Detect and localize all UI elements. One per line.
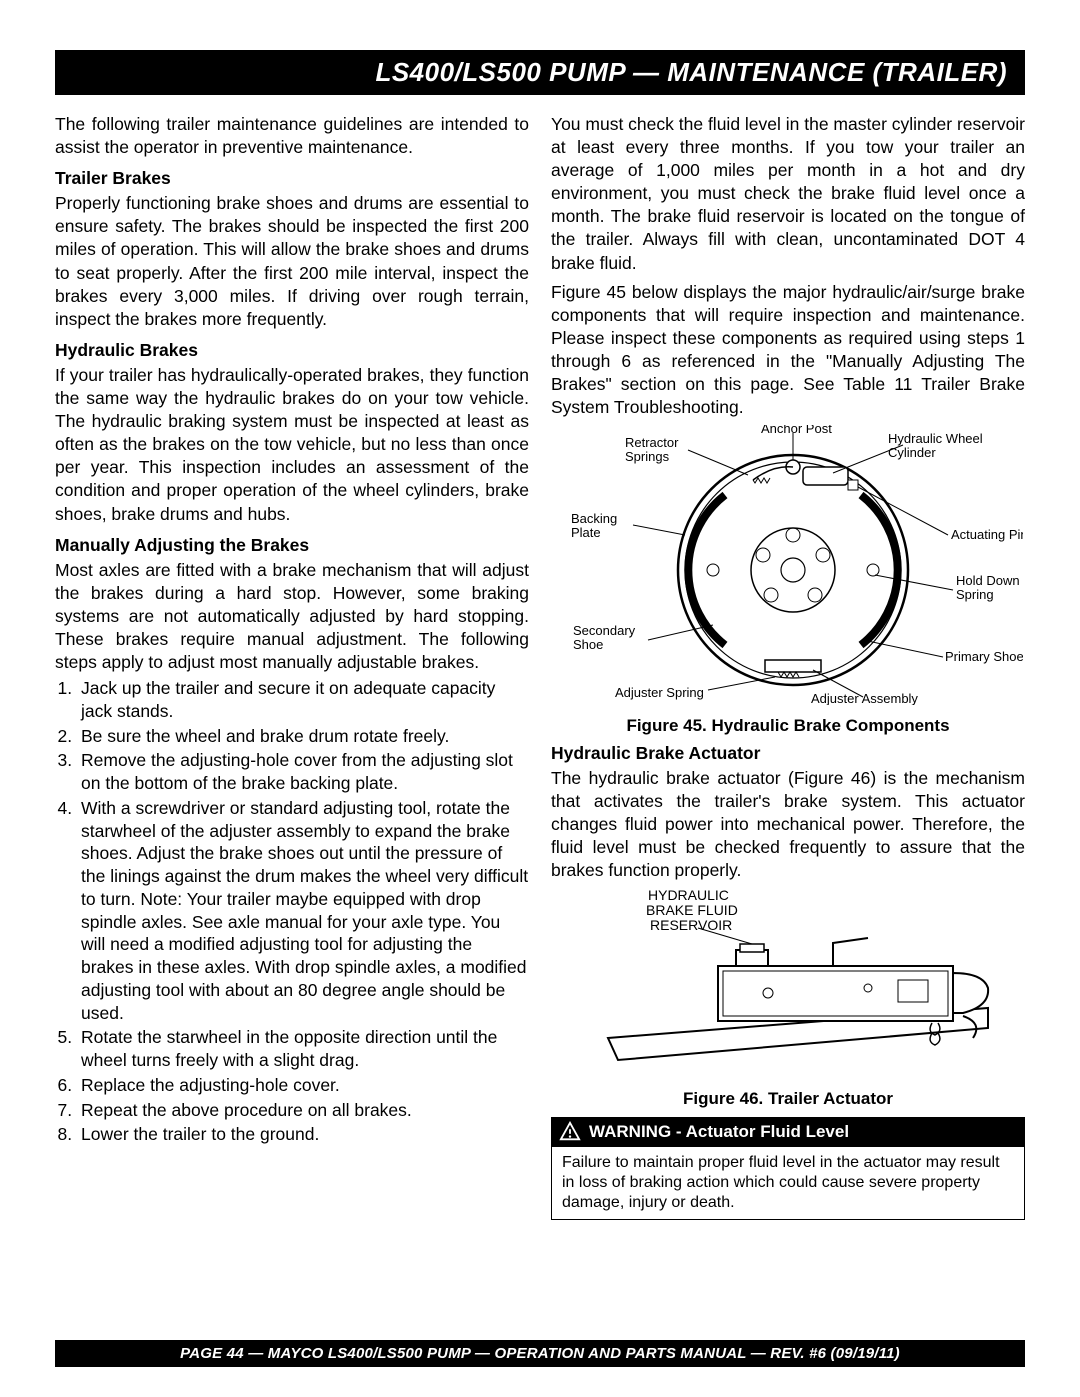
svg-text:Hold DownSpring: Hold DownSpring xyxy=(956,573,1020,602)
hydraulic-brakes-text: If your trailer has hydraulically-operat… xyxy=(55,364,529,526)
svg-text:Anchor Post: Anchor Post xyxy=(761,425,832,436)
fluid-check-text: You must check the fluid level in the ma… xyxy=(551,113,1025,275)
svg-text:Actuating Pin: Actuating Pin xyxy=(951,527,1023,542)
trailer-brakes-text: Properly functioning brake shoes and dru… xyxy=(55,192,529,331)
svg-text:RetractorSprings: RetractorSprings xyxy=(625,435,679,464)
step-item: Jack up the trailer and secure it on ade… xyxy=(77,677,529,723)
figure-45-brake-components: Anchor Post RetractorSprings Hydraulic W… xyxy=(551,425,1025,738)
warning-body: Failure to maintain proper fluid level i… xyxy=(551,1147,1025,1220)
brake-actuator-text: The hydraulic brake actuator (Figure 46)… xyxy=(551,767,1025,882)
step-item: Repeat the above procedure on all brakes… xyxy=(77,1099,529,1122)
heading-hydraulic-brakes: Hydraulic Brakes xyxy=(55,339,529,362)
page-title-bar: LS400/LS500 PUMP — MAINTENANCE (TRAILER) xyxy=(55,50,1025,95)
svg-text:Adjuster Assembly: Adjuster Assembly xyxy=(811,691,918,705)
figure-46-caption: Figure 46. Trailer Actuator xyxy=(551,1088,1025,1110)
svg-text:Adjuster Spring: Adjuster Spring xyxy=(615,685,704,700)
svg-text:BackingPlate: BackingPlate xyxy=(571,511,617,540)
svg-text:Primary Shoe: Primary Shoe xyxy=(945,649,1023,664)
step-item: Replace the adjusting-hole cover. xyxy=(77,1074,529,1097)
figure-45-caption: Figure 45. Hydraulic Brake Components xyxy=(551,715,1025,737)
step-item: Be sure the wheel and brake drum rotate … xyxy=(77,725,529,748)
heading-brake-actuator: Hydraulic Brake Actuator xyxy=(551,742,1025,765)
heading-trailer-brakes: Trailer Brakes xyxy=(55,167,529,190)
adjustment-steps-list: Jack up the trailer and secure it on ade… xyxy=(77,677,529,1146)
warning-title-text: WARNING - Actuator Fluid Level xyxy=(589,1121,849,1143)
manual-adjust-text: Most axles are fitted with a brake mecha… xyxy=(55,559,529,674)
svg-text:Hydraulic WheelCylinder: Hydraulic WheelCylinder xyxy=(888,431,983,460)
intro-paragraph: The following trailer maintenance guidel… xyxy=(55,113,529,159)
step-item: With a screwdriver or standard adjusting… xyxy=(77,797,529,1025)
warning-triangle-icon xyxy=(559,1121,581,1143)
fig45-intro-text: Figure 45 below displays the major hydra… xyxy=(551,281,1025,420)
svg-text:HYDRAULICBRAKE FLUIDRESERVOIR: HYDRAULICBRAKE FLUIDRESERVOIR xyxy=(646,888,738,933)
svg-text:SecondaryShoe: SecondaryShoe xyxy=(573,623,636,652)
step-item: Rotate the starwheel in the opposite dir… xyxy=(77,1026,529,1072)
step-item: Remove the adjusting-hole cover from the… xyxy=(77,749,529,795)
actuator-diagram-svg: HYDRAULICBRAKE FLUIDRESERVOIR xyxy=(568,888,1008,1078)
heading-manual-adjust: Manually Adjusting the Brakes xyxy=(55,534,529,557)
page-footer: PAGE 44 — MAYCO LS400/LS500 PUMP — OPERA… xyxy=(55,1340,1025,1367)
step-item: Lower the trailer to the ground. xyxy=(77,1123,529,1146)
left-column: The following trailer maintenance guidel… xyxy=(55,113,529,1220)
brake-diagram-svg: Anchor Post RetractorSprings Hydraulic W… xyxy=(553,425,1023,705)
content-columns: The following trailer maintenance guidel… xyxy=(55,113,1025,1220)
warning-header: WARNING - Actuator Fluid Level xyxy=(551,1117,1025,1147)
figure-46-trailer-actuator: HYDRAULICBRAKE FLUIDRESERVOIR Figure 46.… xyxy=(551,888,1025,1111)
right-column: You must check the fluid level in the ma… xyxy=(551,113,1025,1220)
